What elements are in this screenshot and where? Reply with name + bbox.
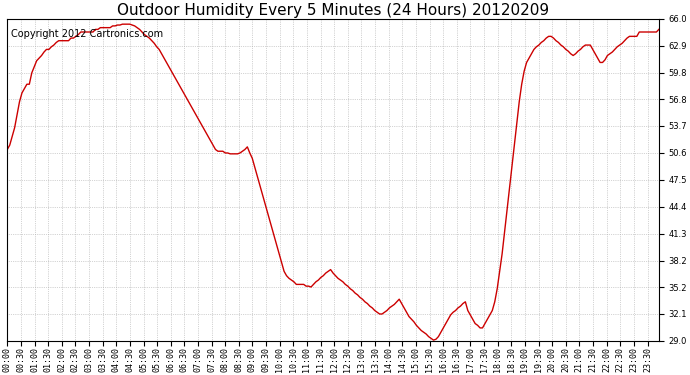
Title: Outdoor Humidity Every 5 Minutes (24 Hours) 20120209: Outdoor Humidity Every 5 Minutes (24 Hou… bbox=[117, 3, 549, 18]
Text: Copyright 2012 Cartronics.com: Copyright 2012 Cartronics.com bbox=[10, 28, 163, 39]
